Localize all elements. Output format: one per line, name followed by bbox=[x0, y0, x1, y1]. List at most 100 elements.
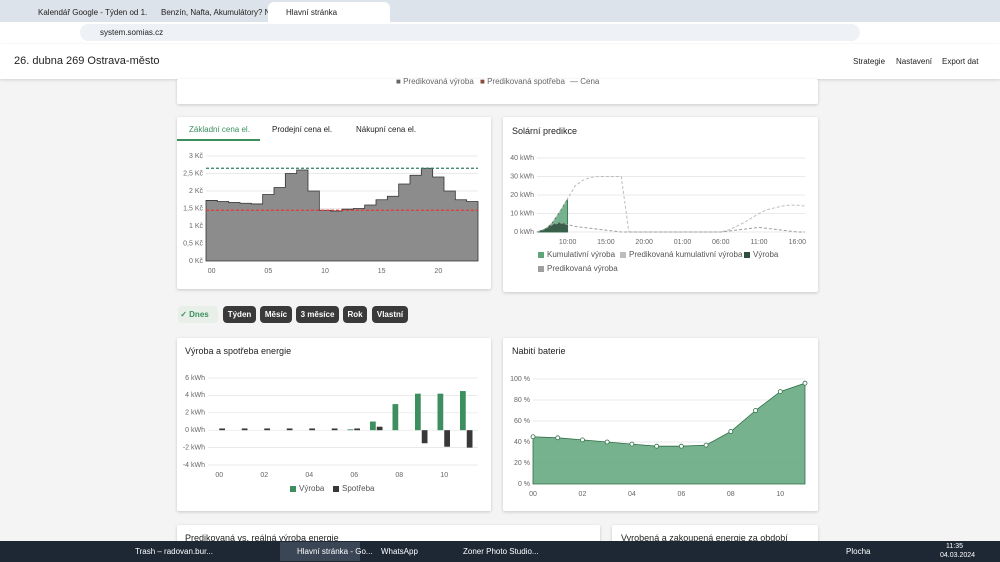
range-button[interactable]: 3 měsíce bbox=[296, 306, 339, 323]
x-tick-label: 15:00 bbox=[597, 239, 615, 246]
y-tick-label: -2 kWh bbox=[183, 444, 205, 451]
x-tick-label: 20 bbox=[434, 268, 442, 275]
tab[interactable]: Benzín, Nafta, Akumulátory? Ne bbox=[143, 2, 275, 22]
bar bbox=[286, 428, 293, 431]
y-tick-label: 40 kWh bbox=[510, 155, 534, 162]
y-tick-label: 1 Kč bbox=[189, 223, 204, 230]
range-button[interactable]: Rok bbox=[343, 306, 367, 323]
x-tick-label: 08 bbox=[395, 472, 403, 479]
range-button[interactable]: Týden bbox=[223, 306, 256, 323]
x-tick-label: 16:00 bbox=[789, 239, 807, 246]
chart-tab[interactable]: Nákupní cena el. bbox=[356, 125, 417, 134]
desktop-label[interactable]: Plocha bbox=[846, 547, 871, 556]
x-tick-label: 15 bbox=[378, 268, 386, 275]
chart-tab[interactable]: Prodejní cena el. bbox=[272, 125, 333, 134]
bar bbox=[331, 428, 338, 431]
y-tick-label: 3 Kč bbox=[189, 153, 204, 160]
legend-swatch bbox=[744, 252, 750, 258]
x-tick-label: 04 bbox=[305, 472, 313, 479]
legend-label: Kumulativní výroba bbox=[547, 250, 616, 259]
app-header bbox=[0, 44, 1000, 79]
x-tick-label: 00 bbox=[529, 491, 537, 498]
legend-item: ■ Predikovaná výroba bbox=[396, 77, 474, 86]
area bbox=[532, 382, 806, 485]
bar bbox=[437, 393, 444, 431]
nav-link[interactable]: Nastavení bbox=[896, 57, 933, 66]
x-tick-label: 10 bbox=[321, 268, 329, 275]
bar bbox=[460, 391, 466, 431]
bar bbox=[219, 428, 225, 431]
point bbox=[753, 408, 758, 413]
y-tick-label: 2 kWh bbox=[185, 410, 205, 417]
x-tick-label: 10 bbox=[440, 472, 448, 479]
legend-item: — Cena bbox=[570, 77, 600, 86]
point bbox=[604, 439, 610, 445]
tab-title: Benzín, Nafta, Akumulátory? Ne bbox=[161, 8, 275, 17]
range-button[interactable]: Měsíc bbox=[260, 306, 292, 323]
x-tick-label: 10:00 bbox=[559, 239, 577, 246]
bar bbox=[241, 428, 248, 431]
nav-link[interactable]: Strategie bbox=[853, 57, 886, 66]
y-tick-label: 10 kWh bbox=[510, 210, 534, 217]
bar bbox=[347, 429, 354, 431]
legend-label: Predikovaná výroba bbox=[547, 264, 618, 273]
address-bar[interactable]: system.somias.cz bbox=[80, 24, 860, 41]
bar bbox=[444, 430, 450, 447]
legend-label: Predikovaná výroba bbox=[403, 77, 474, 86]
legend-swatch bbox=[538, 252, 544, 258]
legend-label: Cena bbox=[580, 77, 600, 86]
x-tick-label: 06 bbox=[350, 472, 358, 479]
range-button-active[interactable]: ✓ Dnes bbox=[178, 306, 218, 323]
card-title: Solární predikce bbox=[512, 126, 578, 136]
legend-swatch bbox=[333, 486, 339, 492]
y-tick-label: 0,5 Kč bbox=[183, 240, 203, 247]
tab-active[interactable]: Hlavní stránka bbox=[268, 2, 390, 22]
taskbar-active bbox=[280, 542, 360, 561]
legend-swatch bbox=[290, 486, 296, 492]
point bbox=[654, 443, 660, 449]
y-tick-label: 2 Kč bbox=[189, 188, 204, 195]
y-tick-label: 0 kWh bbox=[185, 427, 205, 434]
taskbar-app[interactable]: WhatsApp bbox=[381, 547, 418, 556]
x-tick-label: 04 bbox=[628, 491, 636, 498]
range-button[interactable]: Vlastní bbox=[372, 306, 408, 323]
legend-swatch bbox=[538, 266, 544, 272]
chart-tab[interactable]: Základní cena el. bbox=[189, 125, 250, 134]
x-tick-label: 02 bbox=[579, 491, 587, 498]
clock-date: 04.03.2024 bbox=[940, 552, 976, 559]
legend-label: Spotřeba bbox=[342, 484, 375, 493]
bar bbox=[376, 426, 383, 431]
bar bbox=[309, 428, 315, 431]
y-tick-label: 1,5 Kč bbox=[183, 205, 203, 212]
y-tick-label: 100 % bbox=[510, 376, 530, 383]
card-title: Vyrobená a zakoupená energie za období bbox=[621, 533, 788, 543]
point bbox=[802, 380, 808, 386]
taskbar-app[interactable]: Hlavní stránka - Go... bbox=[297, 547, 373, 556]
dashed-line bbox=[536, 176, 806, 233]
point bbox=[678, 443, 684, 449]
tab[interactable]: Kalendář Google - Týden od 1. bbox=[20, 2, 147, 22]
nav-link[interactable]: Export dat bbox=[942, 57, 979, 66]
card-title: Nabití baterie bbox=[512, 346, 566, 356]
taskbar bbox=[0, 541, 1000, 562]
y-tick-label: 80 % bbox=[514, 397, 530, 404]
x-tick-label: 00 bbox=[215, 472, 223, 479]
y-tick-label: 20 kWh bbox=[510, 192, 534, 199]
x-tick-label: 00 bbox=[208, 268, 216, 275]
y-tick-label: 40 % bbox=[514, 439, 530, 446]
y-tick-label: 30 kWh bbox=[510, 173, 534, 180]
x-tick-label: 06:00 bbox=[712, 239, 730, 246]
dashed-line bbox=[536, 222, 805, 233]
clock-time: 11:35 bbox=[946, 543, 963, 550]
point bbox=[530, 434, 536, 440]
taskbar-app[interactable]: Trash – radovan.bur... bbox=[135, 547, 213, 556]
taskbar-app[interactable]: Zoner Photo Studio... bbox=[463, 547, 539, 556]
point bbox=[777, 389, 783, 395]
legend-label: Výroba bbox=[753, 250, 779, 259]
tab-title: Hlavní stránka bbox=[286, 8, 338, 17]
tab-title: Kalendář Google - Týden od 1. bbox=[38, 8, 148, 17]
bar bbox=[354, 428, 360, 431]
y-tick-label: 0 % bbox=[518, 481, 530, 488]
card-title: Výroba a spotřeba energie bbox=[185, 346, 292, 356]
